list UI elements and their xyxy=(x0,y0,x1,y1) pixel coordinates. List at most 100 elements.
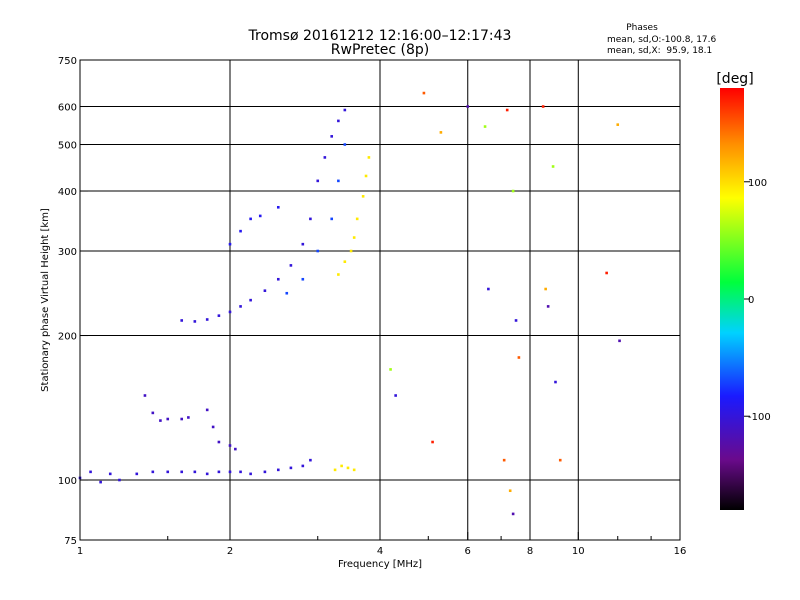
data-point xyxy=(367,156,371,159)
data-point xyxy=(323,156,327,159)
data-point xyxy=(301,464,305,468)
data-point xyxy=(228,470,232,474)
data-point xyxy=(166,417,170,421)
y-tick-label: 300 xyxy=(58,247,77,258)
data-point xyxy=(508,489,512,493)
data-point xyxy=(249,217,252,221)
data-point xyxy=(228,310,232,314)
data-point xyxy=(217,314,221,317)
data-point xyxy=(349,249,353,253)
data-point xyxy=(239,470,242,474)
data-point xyxy=(316,249,320,253)
data-point xyxy=(439,131,443,134)
y-tick-label: 600 xyxy=(58,103,77,114)
data-point xyxy=(333,468,337,472)
data-point xyxy=(151,470,155,474)
data-point xyxy=(340,464,343,468)
axis-ticks: 1 2 4 6 8 10 16 75 100 200 300 400 500 600 750 xyxy=(58,56,686,557)
data-point xyxy=(511,512,515,516)
data-point xyxy=(276,277,280,281)
data-point xyxy=(422,91,426,95)
x-tick-label: 16 xyxy=(674,546,687,557)
data-point xyxy=(551,165,555,168)
data-point xyxy=(99,480,102,484)
data-point xyxy=(546,305,550,308)
data-point xyxy=(180,319,184,322)
data-point xyxy=(330,217,334,221)
data-point xyxy=(239,305,242,308)
data-point xyxy=(249,298,252,302)
data-point xyxy=(228,242,232,246)
data-point xyxy=(143,394,147,397)
data-point xyxy=(180,417,184,421)
data-point xyxy=(483,125,487,128)
y-tick-label: 100 xyxy=(58,476,77,487)
y-tick-label: 200 xyxy=(58,332,77,343)
data-point xyxy=(544,287,547,291)
data-point xyxy=(605,271,608,275)
data-point xyxy=(289,264,293,267)
data-point xyxy=(309,217,312,221)
data-point xyxy=(330,135,334,138)
data-point xyxy=(301,277,305,281)
data-point xyxy=(466,105,470,108)
data-point xyxy=(517,356,521,359)
data-point xyxy=(276,205,280,209)
data-point xyxy=(159,419,162,422)
data-point xyxy=(276,468,280,472)
colorbar xyxy=(720,88,744,510)
y-axis-label: Stationary phase Virtual Height [km] xyxy=(40,208,51,392)
data-point xyxy=(180,470,184,474)
data-point xyxy=(217,440,221,444)
chart-title: Tromsø 20161212 12:16:00–12:17:43 xyxy=(248,28,512,44)
colorbar-title: [deg] xyxy=(716,71,753,87)
data-point xyxy=(316,179,320,183)
data-point xyxy=(205,408,209,412)
data-point xyxy=(228,444,232,447)
data-point xyxy=(337,119,340,123)
data-point xyxy=(118,478,121,482)
data-point xyxy=(514,319,518,322)
data-point xyxy=(502,458,506,462)
data-point xyxy=(211,425,215,429)
data-point xyxy=(263,470,267,474)
data-point xyxy=(346,466,350,470)
data-point xyxy=(187,416,190,419)
chart-subtitle: RwPretec (8p) xyxy=(331,42,429,58)
data-point xyxy=(205,318,209,321)
data-point xyxy=(263,289,267,292)
data-point xyxy=(343,108,347,112)
data-point xyxy=(193,470,197,474)
data-point xyxy=(361,195,365,198)
data-point xyxy=(343,143,347,146)
data-point xyxy=(205,472,209,476)
data-point xyxy=(166,470,170,474)
x-tick-label: 4 xyxy=(377,546,383,557)
data-point xyxy=(431,440,434,444)
data-point xyxy=(193,320,197,323)
data-point xyxy=(285,291,289,295)
x-tick-label: 2 xyxy=(227,546,233,557)
colorbar-tick-label: -100 xyxy=(748,412,771,423)
x-tick-label: 1 xyxy=(77,546,83,557)
data-point xyxy=(554,380,557,384)
data-point xyxy=(352,468,356,472)
data-point xyxy=(394,394,397,397)
data-point xyxy=(389,368,392,371)
y-tick-label: 400 xyxy=(58,187,77,198)
data-point xyxy=(618,339,621,343)
data-point xyxy=(616,123,620,126)
phase-info-title: Phases xyxy=(626,23,658,33)
x-tick-label: 10 xyxy=(572,546,585,557)
data-point xyxy=(511,189,515,193)
data-point xyxy=(309,458,312,462)
data-point xyxy=(249,472,252,476)
data-point xyxy=(337,273,340,276)
data-point xyxy=(352,236,356,239)
data-point xyxy=(217,470,221,474)
data-point xyxy=(343,260,347,264)
colorbar-tick-label: 0 xyxy=(748,295,754,306)
data-point xyxy=(108,472,112,476)
data-point xyxy=(558,458,562,462)
